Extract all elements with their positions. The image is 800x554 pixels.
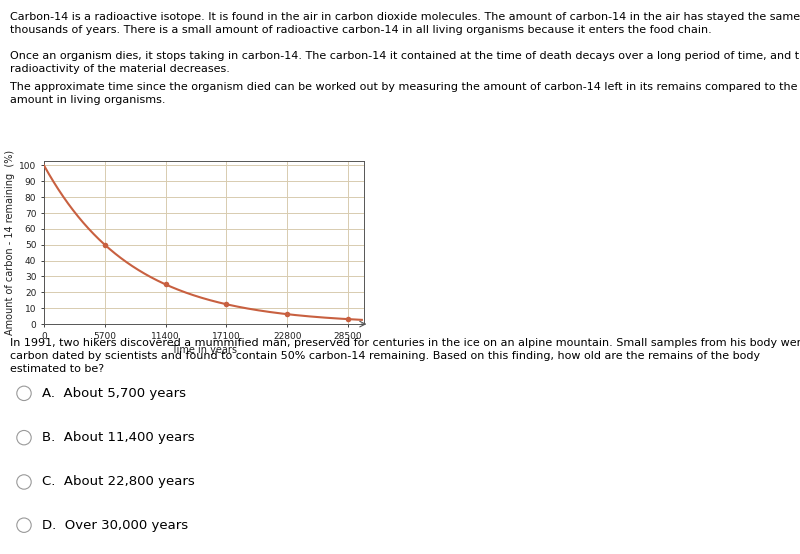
Text: B.  About 11,400 years: B. About 11,400 years bbox=[42, 431, 194, 444]
Y-axis label: Amount of carbon - 14 remaining  (%): Amount of carbon - 14 remaining (%) bbox=[5, 150, 15, 335]
Text: A.  About 5,700 years: A. About 5,700 years bbox=[42, 387, 186, 400]
Text: The approximate time since the organism died can be worked out by measuring the : The approximate time since the organism … bbox=[10, 82, 797, 105]
Text: D.  Over 30,000 years: D. Over 30,000 years bbox=[42, 519, 188, 532]
X-axis label: Time in years: Time in years bbox=[171, 345, 237, 355]
Text: Once an organism dies, it stops taking in carbon-14. The carbon-14 it contained : Once an organism dies, it stops taking i… bbox=[10, 51, 800, 74]
Text: C.  About 22,800 years: C. About 22,800 years bbox=[42, 475, 194, 489]
Text: In 1991, two hikers discovered a mummified man, preserved for centuries in the i: In 1991, two hikers discovered a mummifi… bbox=[10, 338, 800, 375]
Text: Carbon-14 is a radioactive isotope. It is found in the air in carbon dioxide mol: Carbon-14 is a radioactive isotope. It i… bbox=[10, 12, 800, 35]
